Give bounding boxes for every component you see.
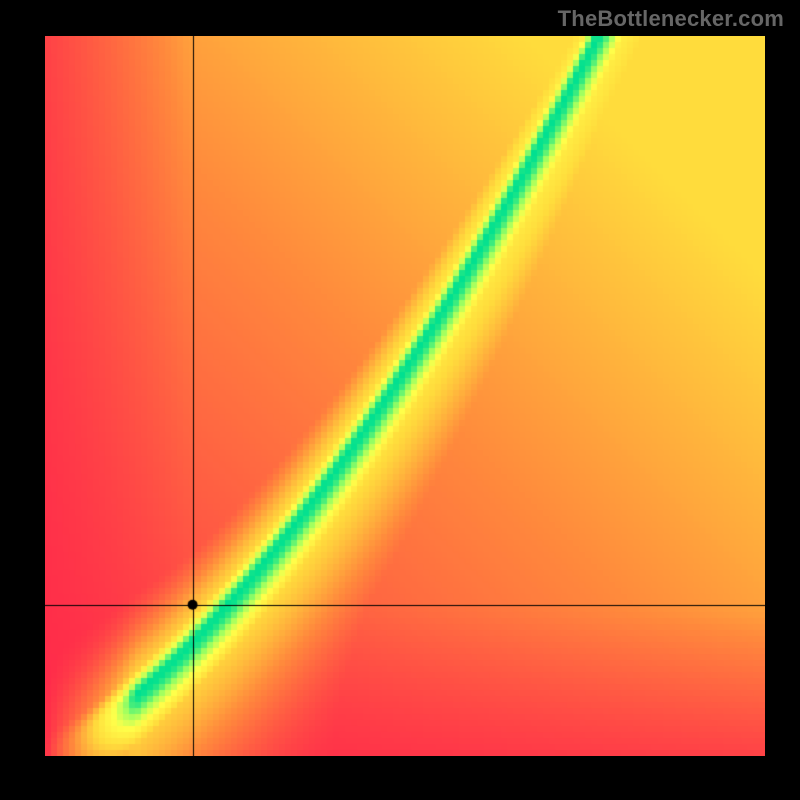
chart-container: TheBottlenecker.com: [0, 0, 800, 800]
heatmap-canvas: [45, 36, 765, 756]
watermark-text: TheBottlenecker.com: [558, 6, 784, 32]
heatmap-plot: [45, 36, 765, 756]
